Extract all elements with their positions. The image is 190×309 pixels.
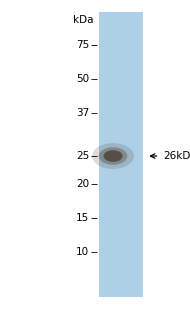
- Text: 15: 15: [76, 213, 89, 223]
- Ellipse shape: [92, 143, 134, 169]
- Text: kDa: kDa: [73, 15, 93, 25]
- FancyBboxPatch shape: [99, 12, 142, 297]
- Text: 50: 50: [76, 74, 89, 84]
- Text: 75: 75: [76, 40, 89, 50]
- Ellipse shape: [104, 150, 123, 162]
- Ellipse shape: [99, 147, 127, 165]
- Text: 26kDa: 26kDa: [163, 151, 190, 161]
- Text: 10: 10: [76, 247, 89, 257]
- Text: 20: 20: [76, 179, 89, 189]
- Text: Western Blot: Western Blot: [96, 0, 176, 2]
- Text: 25: 25: [76, 151, 89, 161]
- Text: 37: 37: [76, 108, 89, 118]
